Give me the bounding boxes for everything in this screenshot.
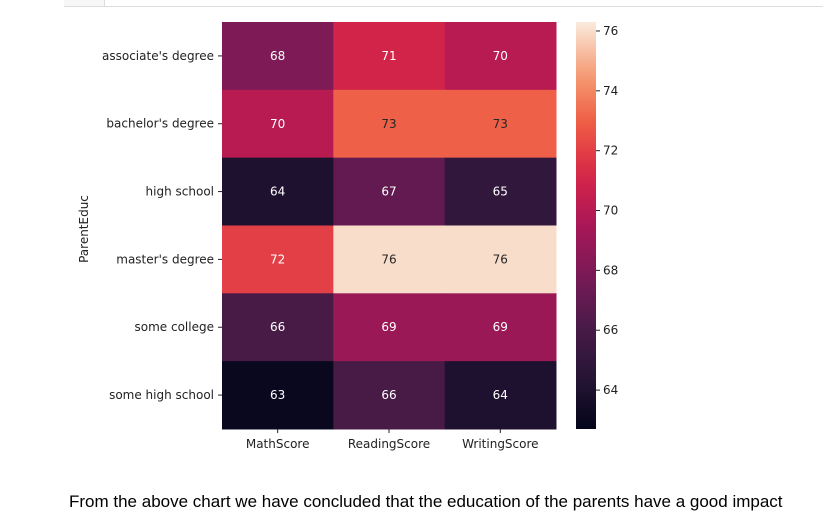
heatmap-chart: 68 71 70 70 73 73 64 67 65 72 76 76 66 69 69 63 66 64 ass… <box>77 22 618 451</box>
colorbar <box>576 22 596 429</box>
colorbar-ticks: 76 74 72 70 68 66 64 <box>596 24 618 397</box>
cell-value-label: 71 <box>381 49 396 63</box>
row-label: bachelor's degree <box>106 117 214 131</box>
heatmap-cell <box>444 225 557 294</box>
colorbar-tick-label: 76 <box>603 24 618 38</box>
heatmap-cell <box>222 89 334 159</box>
heatmap-cell <box>444 22 557 91</box>
colorbar-tick-label: 70 <box>603 204 618 218</box>
cell-value-label: 76 <box>493 252 508 266</box>
cell-value-label: 67 <box>381 185 396 199</box>
heatmap-cell <box>333 157 446 226</box>
row-label: master's degree <box>116 252 214 266</box>
colorbar-gradient <box>576 22 596 429</box>
heatmap-cell <box>333 89 446 159</box>
cell-value-label: 69 <box>493 320 508 334</box>
cell-value-label: 65 <box>493 185 508 199</box>
row-label: some college <box>135 320 214 334</box>
cell-value-label: 76 <box>381 252 396 266</box>
row-label: high school <box>146 185 214 199</box>
heatmap-cell <box>444 89 557 159</box>
row-label: associate's degree <box>102 49 214 63</box>
cell-value-label: 63 <box>270 388 285 402</box>
heatmap-cell <box>333 225 446 294</box>
colorbar-tick-label: 68 <box>603 263 618 277</box>
heatmap-cell <box>444 361 557 430</box>
column-label: MathScore <box>246 437 310 451</box>
heatmap-cell <box>222 157 334 226</box>
cell-value-label: 73 <box>381 117 396 131</box>
colorbar-tick-label: 74 <box>603 84 618 98</box>
cell-value-label: 73 <box>493 117 508 131</box>
cell-value-label: 70 <box>493 49 508 63</box>
heatmap-cell <box>333 22 446 91</box>
cell-value-label: 64 <box>270 185 285 199</box>
heatmap-cell <box>222 22 334 91</box>
cell-value-label: 72 <box>270 252 285 266</box>
colorbar-tick-label: 64 <box>603 383 618 397</box>
heatmap-cell <box>333 361 446 430</box>
heatmap-cell <box>222 225 334 294</box>
cell-value-label: 64 <box>493 388 508 402</box>
cell-value-label: 69 <box>381 320 396 334</box>
heatmap-cell <box>333 293 446 362</box>
column-label: ReadingScore <box>348 437 430 451</box>
colorbar-tick-label: 66 <box>603 323 618 337</box>
cell-value-label: 68 <box>270 49 285 63</box>
heatmap-cell <box>444 293 557 362</box>
cell-value-label: 66 <box>270 320 285 334</box>
cell-gutter <box>64 0 105 6</box>
colorbar-tick-label: 72 <box>603 144 618 158</box>
conclusion-text: From the above chart we have concluded t… <box>69 492 783 511</box>
row-labels: associate's degree bachelor's degree high … <box>102 49 222 402</box>
row-label: some high school <box>109 388 214 402</box>
column-label: WritingScore <box>462 437 538 451</box>
heatmap-cells: 68 71 70 70 73 73 64 67 65 72 76 76 66 69 69 63 66 64 <box>222 22 557 430</box>
cell-value-label: 66 <box>381 388 396 402</box>
column-labels: MathScore ReadingScore WritingScore <box>246 428 539 451</box>
heatmap-cell <box>222 361 334 430</box>
heatmap-cell <box>222 293 334 362</box>
y-axis-label: ParentEduc <box>77 195 91 263</box>
cell-value-label: 70 <box>270 117 285 131</box>
heatmap-cell <box>444 157 557 226</box>
